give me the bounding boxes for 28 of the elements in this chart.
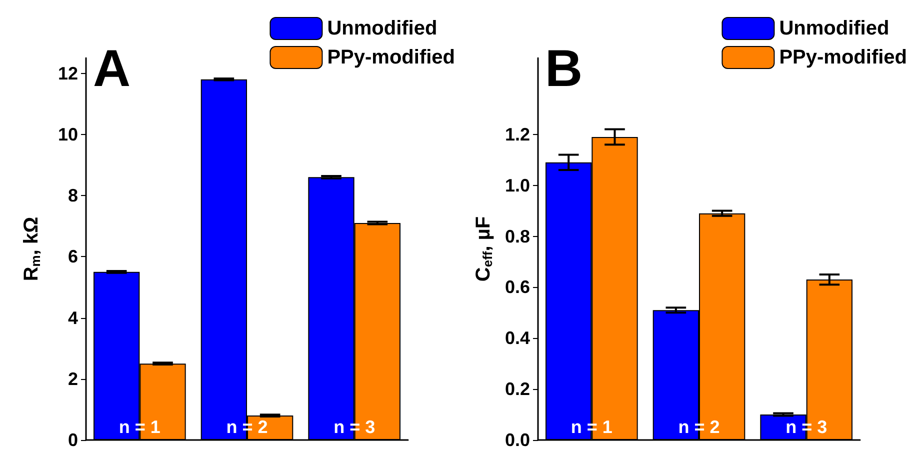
y-tick-label: 0.8	[504, 226, 530, 246]
chart-title: B	[545, 40, 583, 98]
x-tick-label: n = 2	[226, 417, 268, 437]
x-tick-label: n = 3	[334, 417, 376, 437]
y-tick-label: 10	[58, 124, 78, 144]
y-tick-label: 6	[68, 246, 78, 267]
chart-title: A	[93, 40, 131, 98]
legend-label: PPy-modified	[327, 46, 456, 68]
y-axis-title: Rm, kΩ	[20, 216, 43, 282]
y-tick-label: 12	[58, 63, 78, 84]
y-tick-label: 2	[68, 368, 78, 389]
legend-label: Unmodified	[327, 18, 438, 40]
y-tick-label: 0.0	[504, 430, 530, 450]
y-tick-label: 4	[68, 308, 78, 328]
legend-label: PPy-modified	[779, 46, 908, 68]
x-tick-label: n = 3	[786, 417, 828, 437]
y-tick-label: 0.4	[504, 328, 530, 348]
x-tick-label: n = 1	[570, 417, 612, 437]
y-axis-title: Ceff, µF	[472, 216, 495, 282]
y-tick-label: 0.2	[504, 379, 530, 400]
y-tick-label: 0.6	[504, 277, 530, 298]
y-tick-label: 8	[68, 186, 78, 206]
y-tick-label: 0	[68, 430, 78, 450]
x-tick-label: n = 2	[678, 417, 720, 437]
y-tick-label: 1.2	[504, 124, 530, 144]
y-tick-label: 1.0	[504, 175, 530, 196]
x-tick-label: n = 1	[118, 417, 160, 437]
legend-label: Unmodified	[779, 18, 890, 40]
